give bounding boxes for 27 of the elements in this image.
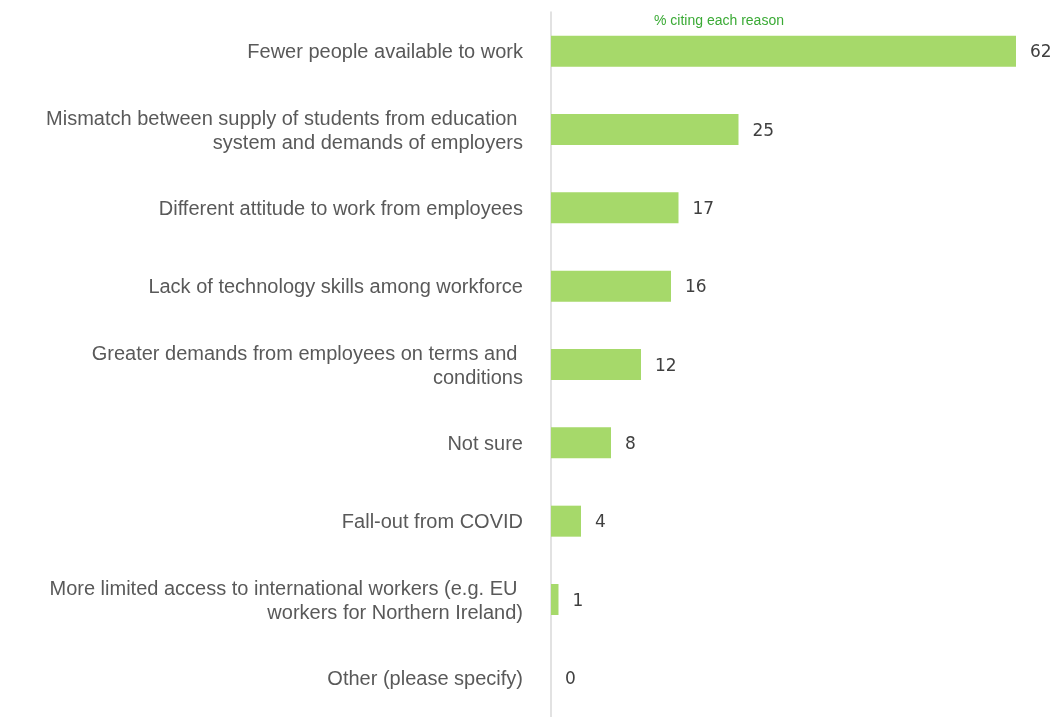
y-tick-label: Different attitude to work from employees bbox=[158, 196, 523, 219]
bar bbox=[551, 505, 581, 537]
data-label: 25 bbox=[752, 119, 775, 140]
bar bbox=[551, 349, 641, 380]
chart-title: % citing each reason bbox=[654, 12, 784, 28]
y-tick-label: Not sure bbox=[447, 431, 523, 454]
bar bbox=[551, 35, 1016, 67]
y-tick-label: Other (please specify) bbox=[327, 666, 523, 689]
data-label: 62 bbox=[1030, 41, 1052, 62]
y-tick-label: Fall-out from COVID bbox=[341, 510, 523, 533]
data-label: 17 bbox=[692, 197, 715, 218]
y-tick-label: Greater demands from employees on terms and conditions bbox=[91, 341, 523, 388]
data-label: 8 bbox=[625, 432, 636, 453]
y-tick-label: Mismatch between supply of students from education system and demands of employers bbox=[46, 106, 523, 153]
bar bbox=[551, 584, 559, 615]
y-tick-label: More limited access to international workers (e.g. EU workers for Northern Ireland) bbox=[49, 576, 523, 623]
bar bbox=[551, 192, 679, 224]
bar bbox=[551, 114, 739, 145]
y-tick-label: Lack of technology skills among workforce bbox=[148, 275, 523, 298]
data-label: 16 bbox=[685, 276, 707, 297]
data-label: 1 bbox=[572, 589, 584, 610]
data-label: 12 bbox=[655, 354, 677, 375]
data-label: 4 bbox=[595, 511, 606, 532]
data-label: 0 bbox=[565, 667, 576, 688]
bar bbox=[551, 270, 671, 302]
y-tick-label: Fewer people available to work bbox=[247, 40, 524, 63]
bar bbox=[551, 427, 611, 459]
